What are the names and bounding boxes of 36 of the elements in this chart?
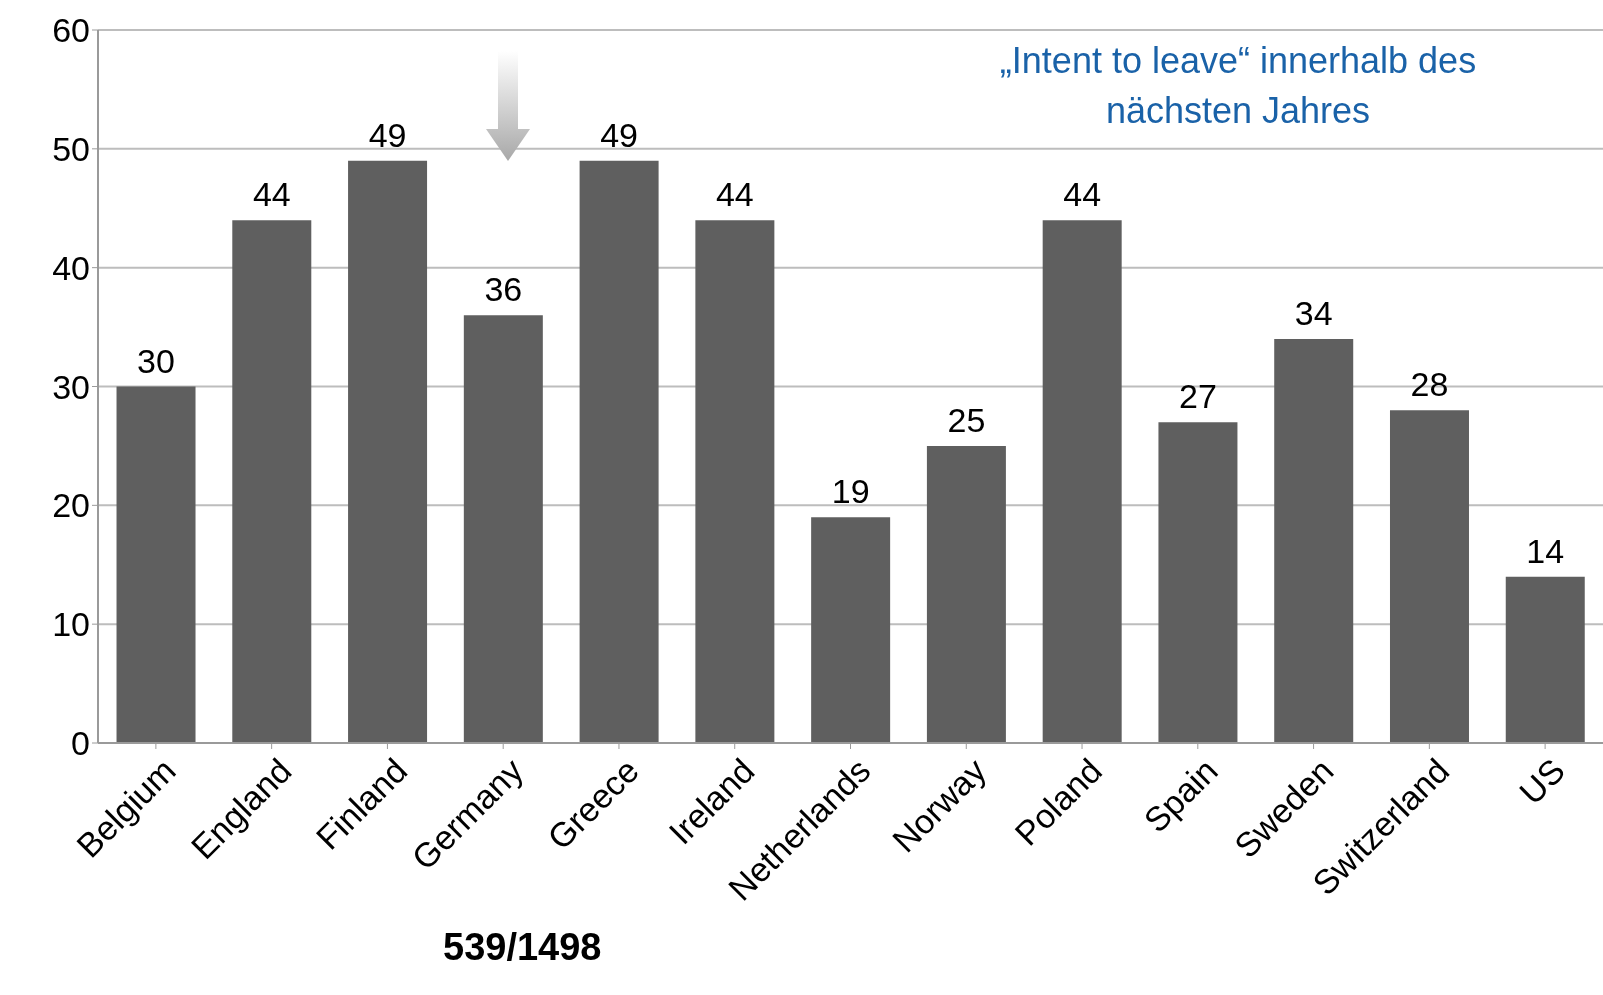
- bar: [116, 386, 196, 743]
- bar: [1158, 422, 1238, 743]
- bar: [232, 220, 312, 743]
- data-label: 36: [484, 270, 523, 309]
- bar: [1042, 220, 1122, 743]
- data-label: 49: [368, 115, 407, 154]
- bar: [1389, 410, 1469, 743]
- y-tick-label: 10: [52, 605, 90, 644]
- data-label: 30: [137, 341, 175, 380]
- data-label: 19: [831, 472, 870, 511]
- data-label: 44: [715, 175, 754, 214]
- annotation: „Intent to leave“ innerhalb des nächsten Jahres: [998, 39, 1478, 133]
- bar: [463, 315, 543, 743]
- bar: [1505, 576, 1585, 743]
- y-tick-label: 30: [52, 367, 90, 406]
- data-label: 49: [600, 115, 639, 154]
- bar: [926, 445, 1006, 743]
- x-tick-label: US: [1511, 751, 1573, 812]
- y-tick-label: 60: [52, 11, 90, 50]
- y-tick-label: 50: [52, 129, 90, 168]
- data-label: 27: [1179, 377, 1217, 416]
- y-tick-label: 40: [52, 248, 90, 287]
- data-label: 28: [1410, 365, 1449, 404]
- y-tick-label: 20: [52, 486, 90, 525]
- data-label: 34: [1294, 293, 1333, 332]
- bar: [811, 517, 891, 743]
- bar: [695, 220, 775, 743]
- text: 539/1498: [443, 926, 602, 969]
- y-tick-label: 0: [71, 724, 90, 763]
- bar: [579, 160, 659, 743]
- data-label: 14: [1526, 531, 1565, 570]
- data-label: 25: [947, 400, 986, 439]
- bar: [1274, 338, 1354, 743]
- data-label: 44: [1063, 175, 1102, 214]
- bar: [348, 160, 428, 743]
- data-label: 44: [252, 175, 291, 214]
